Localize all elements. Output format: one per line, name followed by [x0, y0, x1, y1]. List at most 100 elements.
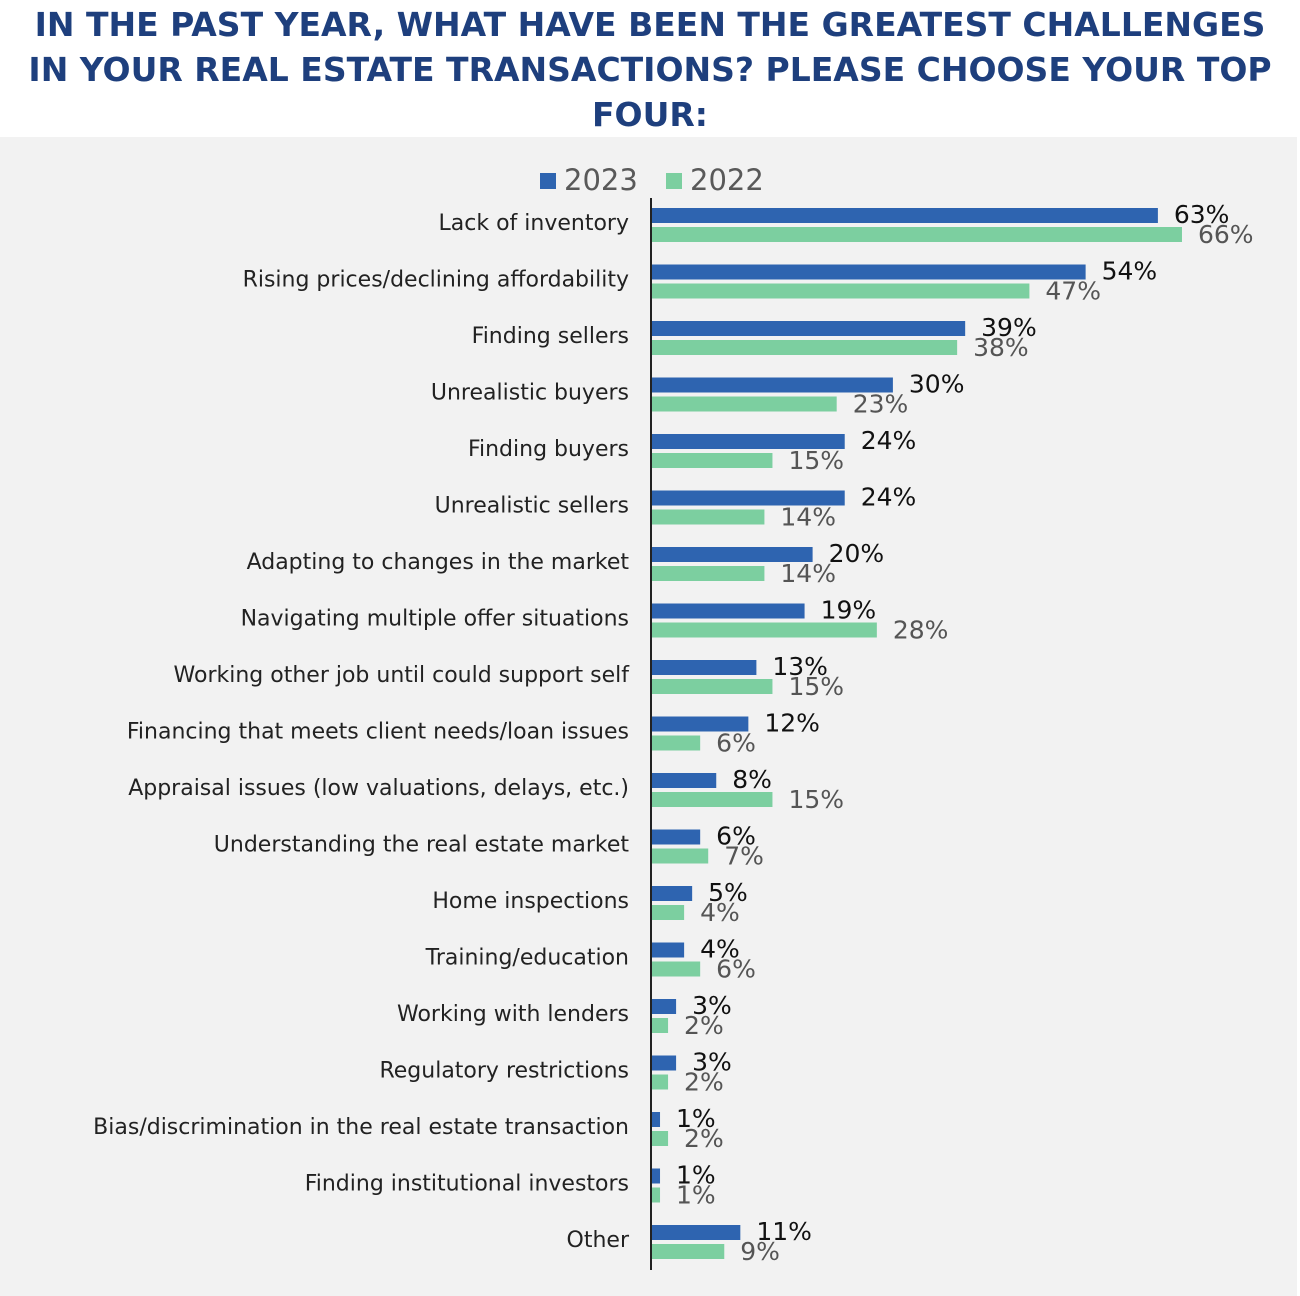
- chart-title: IN THE PAST YEAR, WHAT HAVE BEEN THE GRE…: [28, 5, 1272, 134]
- bar: [652, 942, 685, 958]
- category-label: Navigating multiple offer situations: [241, 607, 629, 632]
- bar: [652, 396, 837, 412]
- category-label: Understanding the real estate market: [214, 833, 630, 858]
- value-label: 6%: [716, 955, 756, 984]
- bar: [652, 1168, 661, 1184]
- value-label: 66%: [1198, 220, 1254, 249]
- bar: [652, 1187, 661, 1203]
- value-label: 1%: [676, 1181, 716, 1210]
- bar: [652, 660, 757, 675]
- bar: [652, 886, 693, 901]
- bar: [652, 1244, 725, 1259]
- value-label: 9%: [740, 1237, 780, 1266]
- value-label: 15%: [788, 785, 844, 814]
- value-label: 2%: [684, 1124, 724, 1153]
- value-label: 8%: [732, 765, 772, 794]
- bar: [652, 1018, 669, 1033]
- value-label: 19%: [821, 596, 877, 625]
- bar: [652, 829, 701, 845]
- bar: [652, 1225, 741, 1240]
- legend-swatch: [540, 173, 556, 189]
- category-label: Home inspections: [432, 889, 629, 914]
- category-label: Other: [567, 1228, 630, 1253]
- category-label: Working with lenders: [397, 1002, 629, 1027]
- legend-swatch: [666, 173, 682, 189]
- bar: [652, 208, 1158, 223]
- bar: [652, 679, 773, 694]
- bar: [652, 509, 765, 525]
- value-label: 15%: [788, 672, 844, 701]
- category-label: Finding sellers: [472, 324, 629, 349]
- value-label: 7%: [724, 842, 764, 871]
- category-label: Appraisal issues (low valuations, delays…: [128, 776, 629, 801]
- value-label: 12%: [764, 709, 820, 738]
- bar: [652, 490, 845, 506]
- bar: [652, 227, 1182, 242]
- category-label: Training/education: [425, 946, 629, 971]
- value-label: 24%: [861, 426, 917, 455]
- value-label: 5%: [708, 878, 748, 907]
- value-label: 23%: [853, 390, 909, 419]
- value-label: 20%: [829, 539, 885, 568]
- bar: [652, 961, 701, 977]
- bar: [652, 848, 709, 864]
- category-label: Rising prices/declining affordability: [243, 268, 629, 293]
- category-label: Finding institutional investors: [305, 1172, 629, 1197]
- value-label: 14%: [780, 503, 836, 532]
- bar: [652, 1131, 669, 1146]
- bar: [652, 283, 1030, 299]
- bar: [652, 453, 773, 468]
- value-label: 2%: [684, 1011, 724, 1040]
- bar: [652, 434, 845, 449]
- bar: [652, 340, 958, 355]
- category-label: Adapting to changes in the market: [247, 550, 630, 575]
- value-label: 3%: [692, 1048, 732, 1077]
- value-label: 3%: [692, 991, 732, 1020]
- value-label: 38%: [973, 333, 1029, 362]
- value-label: 24%: [861, 483, 917, 512]
- category-label: Financing that meets client needs/loan i…: [127, 720, 629, 745]
- value-label: 30%: [909, 370, 965, 399]
- value-label: 11%: [756, 1217, 812, 1246]
- legend-label: 2023: [564, 163, 638, 197]
- bar: [652, 1055, 677, 1071]
- bar: [652, 1074, 669, 1090]
- bar: [652, 999, 677, 1014]
- value-label: 13%: [772, 652, 828, 681]
- bar: [652, 321, 966, 336]
- value-label: 4%: [700, 898, 740, 927]
- legend-label: 2022: [690, 163, 764, 197]
- bar: [652, 792, 773, 807]
- value-label: 1%: [676, 1104, 716, 1133]
- value-label: 63%: [1174, 200, 1230, 229]
- bar: [652, 1112, 661, 1127]
- category-label: Working other job until could support se…: [174, 663, 631, 688]
- value-label: 15%: [788, 446, 844, 475]
- value-label: 47%: [1045, 277, 1101, 306]
- bar: [652, 264, 1086, 280]
- value-label: 1%: [676, 1161, 716, 1190]
- category-label: Bias/discrimination in the real estate t…: [93, 1115, 629, 1140]
- value-label: 2%: [684, 1068, 724, 1097]
- value-label: 54%: [1102, 257, 1158, 286]
- value-label: 6%: [716, 822, 756, 851]
- value-label: 39%: [981, 313, 1037, 342]
- bar: [652, 566, 765, 581]
- category-label: Unrealistic buyers: [431, 381, 629, 406]
- bar: [652, 735, 701, 751]
- bar: [652, 603, 805, 619]
- category-label: Unrealistic sellers: [435, 494, 629, 519]
- category-label: Finding buyers: [468, 437, 629, 462]
- plot-background: [0, 137, 1297, 1296]
- bar: [652, 716, 749, 732]
- bar: [652, 547, 813, 562]
- bar: [652, 905, 685, 920]
- value-label: 4%: [700, 935, 740, 964]
- value-label: 14%: [780, 559, 836, 588]
- bar: [652, 773, 717, 788]
- category-label: Regulatory restrictions: [379, 1059, 629, 1084]
- value-label: 6%: [716, 729, 756, 758]
- bar: [652, 377, 893, 393]
